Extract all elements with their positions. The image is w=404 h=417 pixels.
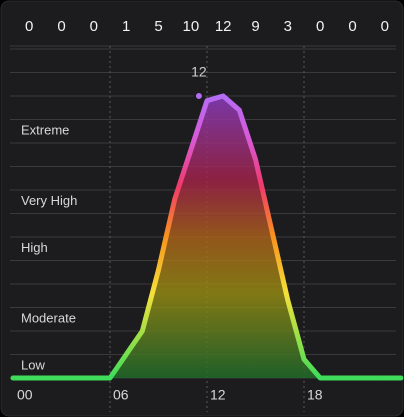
header-value: 5	[154, 18, 162, 35]
header-value: 0	[25, 18, 33, 35]
header-value: 0	[316, 18, 324, 35]
line	[10, 93, 404, 381]
header-value: 1	[122, 18, 130, 35]
plot	[10, 91, 404, 381]
header-value: 0	[381, 18, 389, 35]
area	[13, 96, 401, 378]
y-tick-label: Low	[21, 358, 45, 373]
header-value: 0	[90, 18, 98, 35]
header-value: 9	[251, 18, 259, 35]
header-value: 10	[182, 18, 199, 35]
y-tick-label: Extreme	[21, 123, 69, 138]
x-tick-label: 06	[113, 387, 129, 403]
header-value: 0	[348, 18, 356, 35]
header-value: 0	[57, 18, 65, 35]
header-value: 3	[284, 18, 292, 35]
y-tick-label: Moderate	[21, 311, 76, 326]
y-tick-label: High	[21, 240, 48, 255]
x-tick-label: 18	[307, 387, 323, 403]
header-value: 12	[215, 18, 232, 35]
peak-marker	[193, 91, 204, 101]
x-tick-label: 00	[17, 387, 33, 403]
x-tick-label: 12	[210, 387, 226, 403]
peak-label: 12	[191, 64, 207, 80]
y-tick-label: Very High	[21, 193, 77, 208]
